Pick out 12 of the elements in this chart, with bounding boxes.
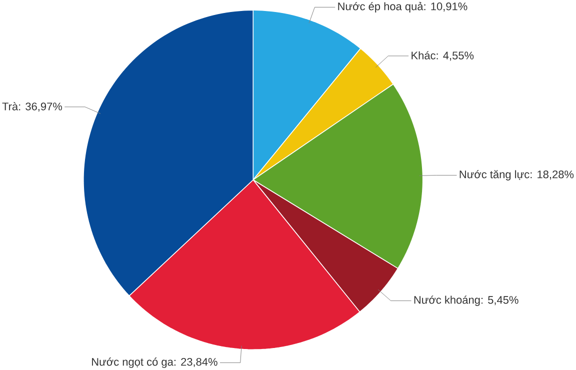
data-label: : 36,97%: [19, 102, 62, 112]
slice-label: Khác: [412, 51, 436, 60]
slice-label: Nước tăng lực: [460, 170, 530, 180]
data-label: : 10,91%: [424, 2, 468, 12]
data-label: : 5,45%: [481, 296, 518, 306]
slice-label: Nước ép hoa quả: [338, 2, 424, 12]
slice-label: Trà: [2, 102, 18, 110]
data-label: : 23,84%: [174, 358, 218, 368]
data-label: : 4,55%: [436, 52, 474, 61]
data-label: : 18,28%: [530, 170, 574, 180]
slice-label: Nước khoáng: [414, 296, 480, 306]
slice-label: Nước ngọt có ga: [92, 358, 174, 368]
